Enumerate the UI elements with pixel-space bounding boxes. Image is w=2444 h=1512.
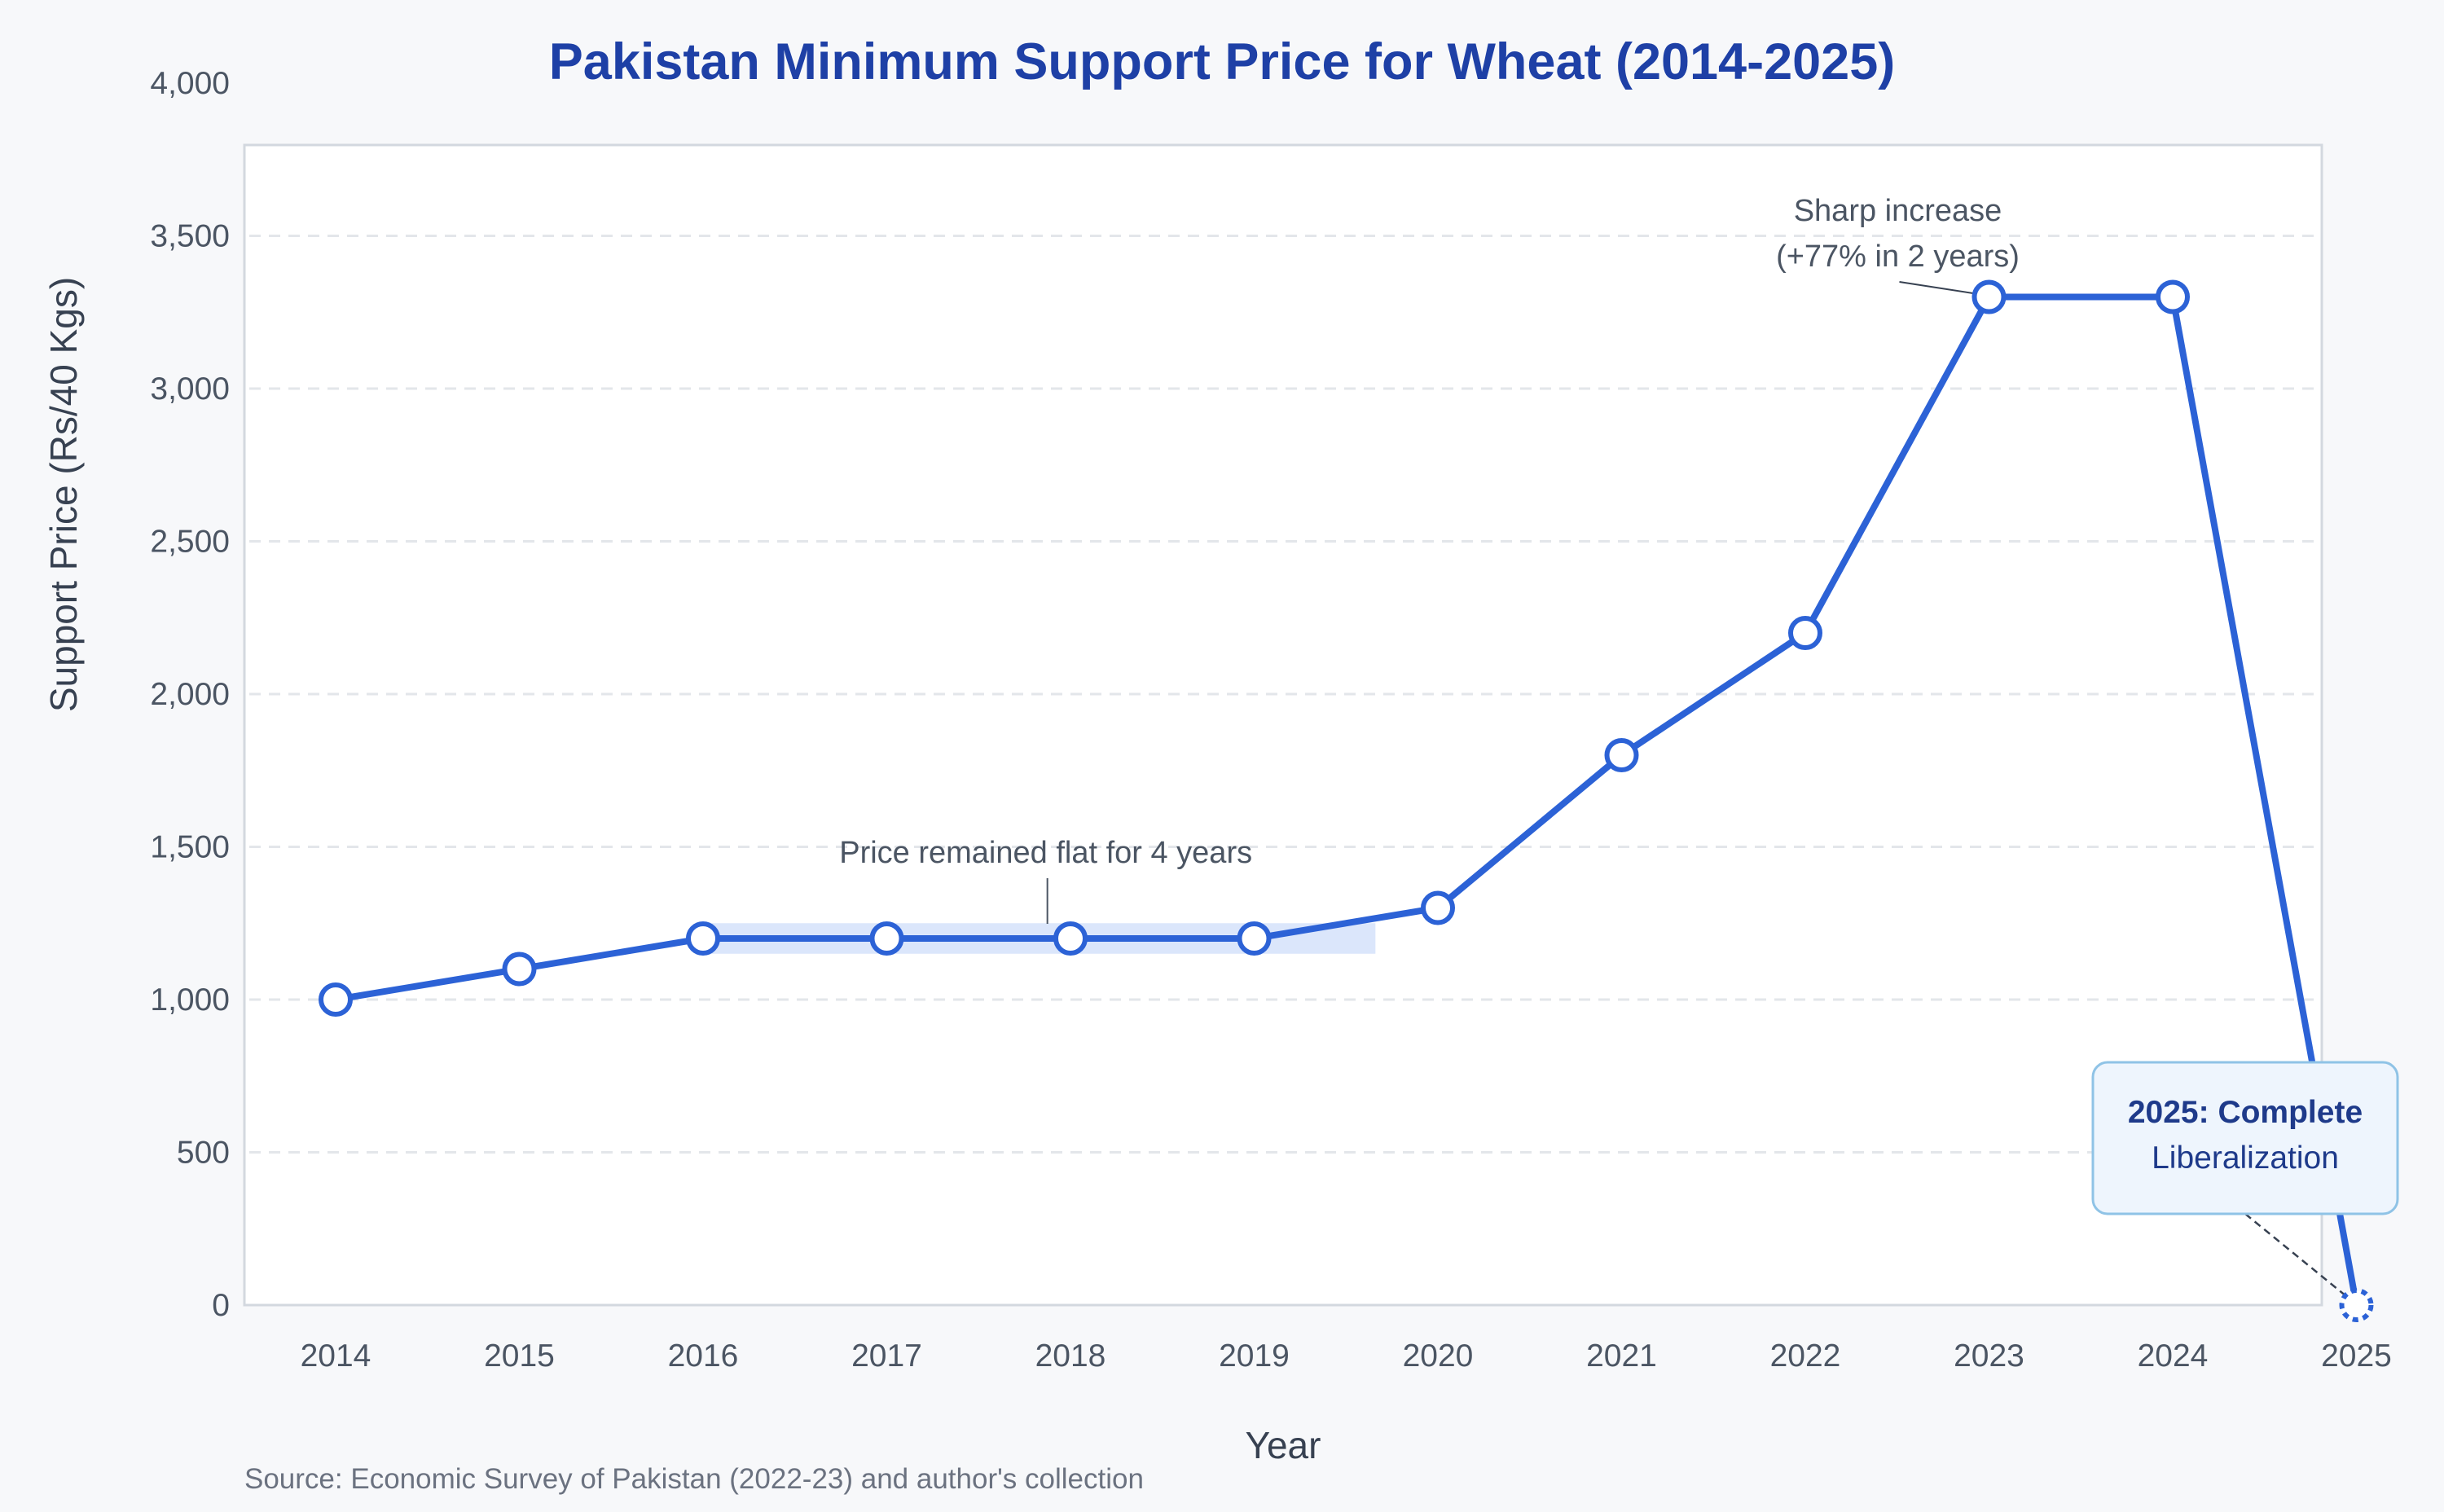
x-tick-label: 2014 (301, 1338, 371, 1374)
flat-annotation-text: Price remained flat for 4 years (839, 836, 1252, 870)
data-point (869, 921, 904, 956)
x-tick-label: 2020 (1403, 1338, 1474, 1374)
data-point (1971, 279, 2007, 314)
x-axis-title: Year (1246, 1424, 1321, 1466)
data-point (2339, 1288, 2374, 1322)
x-tick-label: 2023 (1954, 1338, 2024, 1374)
data-point (686, 921, 720, 956)
y-tick-label: 3,000 (150, 371, 230, 407)
y-tick-label: 3,500 (150, 219, 230, 254)
y-tick-label: 0 (212, 1288, 230, 1323)
y-axis-ticks: 0 500 1,000 1,500 2,000 2,500 3,000 3,500 4,000 (150, 66, 230, 1323)
annotations: Price remained flat for 4 years Sharp inc… (839, 194, 2354, 1303)
x-tick-label: 2015 (484, 1338, 555, 1374)
x-tick-label: 2025 (2321, 1338, 2392, 1374)
data-points: 2025: Complete Liberalization (319, 279, 2399, 1322)
data-point (2156, 279, 2190, 314)
increase-annotation-pointer (1899, 281, 1981, 296)
callout-subtitle: Liberalization (2152, 1141, 2339, 1176)
y-tick-label: 2,000 (150, 677, 230, 712)
gridlines-front (249, 235, 2317, 1154)
source-note: Source: Economic Survey of Pakistan (202… (244, 1463, 1144, 1495)
x-tick-label: 2022 (1770, 1338, 1841, 1374)
x-tick-label: 2018 (1035, 1338, 1106, 1374)
increase-annotation-line1: Sharp increase (1794, 194, 2002, 228)
series-line (332, 293, 2360, 1308)
price-series-line (332, 293, 2360, 1308)
data-point (1604, 738, 1639, 772)
data-point (1421, 890, 1455, 925)
data-point (319, 982, 353, 1017)
data-point (1053, 921, 1088, 956)
callout-title: 2025: Complete (2128, 1095, 2363, 1130)
increase-annotation-line2: (+77% in 2 years) (1776, 240, 2020, 274)
y-axis-title: Support Price (Rs/40 Kgs) (42, 277, 85, 712)
y-tick-label: 1,500 (150, 830, 230, 865)
y-tick-label: 4,000 (150, 66, 230, 101)
x-tick-label: 2016 (668, 1338, 739, 1374)
callout-box (2091, 1061, 2399, 1215)
data-point (1788, 616, 1822, 650)
y-tick-label: 2,500 (150, 525, 230, 560)
x-tick-label: 2021 (1586, 1338, 1657, 1374)
data-point (502, 952, 537, 987)
x-axis-ticks: 2014 2015 2016 2017 2018 2019 2020 2021 2022 2023… (301, 1338, 2392, 1374)
y-tick-label: 500 (177, 1136, 230, 1171)
y-tick-label: 1,000 (150, 982, 230, 1018)
data-point (1237, 921, 1272, 956)
x-tick-label: 2017 (851, 1338, 922, 1374)
x-tick-label: 2019 (1219, 1338, 1290, 1374)
x-tick-label: 2024 (2138, 1338, 2209, 1374)
plot-area (243, 143, 2323, 1307)
chart-title: Pakistan Minimum Support Price for Wheat… (549, 33, 1895, 90)
callout-pointer (2244, 1213, 2354, 1303)
